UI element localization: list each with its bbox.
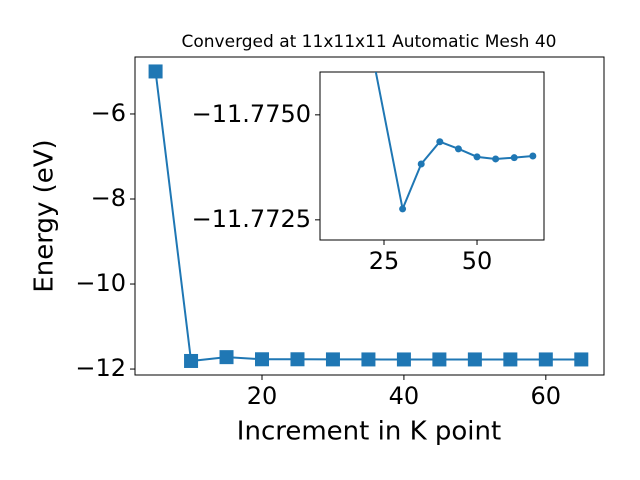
marker bbox=[538, 352, 553, 367]
y-tick-label: −6 bbox=[91, 99, 126, 127]
y-tick-label: −11.7725 bbox=[192, 205, 311, 233]
x-axis-label: Increment in K point bbox=[237, 417, 501, 447]
marker bbox=[454, 145, 462, 153]
plot-series bbox=[148, 64, 589, 368]
x-tick-label: 40 bbox=[389, 382, 420, 410]
x-tick-label: 60 bbox=[531, 382, 562, 410]
marker bbox=[432, 352, 447, 367]
marker bbox=[290, 352, 305, 367]
x-tick-label: 50 bbox=[462, 247, 493, 275]
y-tick-label: −12 bbox=[75, 354, 126, 382]
marker bbox=[467, 352, 482, 367]
marker bbox=[436, 138, 444, 146]
chart-title: Converged at 11x11x11 Automatic Mesh 40 bbox=[182, 32, 557, 52]
marker bbox=[396, 352, 411, 367]
marker bbox=[503, 352, 518, 367]
marker bbox=[184, 353, 199, 368]
marker bbox=[399, 205, 407, 213]
marker bbox=[148, 64, 163, 79]
marker bbox=[219, 350, 234, 365]
marker bbox=[492, 155, 500, 163]
axes-frame bbox=[319, 71, 545, 241]
x-tick-label: 25 bbox=[369, 247, 400, 275]
y-tick-label: −11.7750 bbox=[192, 100, 311, 128]
marker bbox=[473, 153, 481, 161]
x-tick-label: 20 bbox=[247, 382, 278, 410]
plot-series bbox=[374, 72, 537, 213]
marker bbox=[361, 352, 376, 367]
marker bbox=[325, 352, 340, 367]
marker bbox=[574, 352, 589, 367]
marker bbox=[510, 154, 518, 162]
marker bbox=[255, 352, 270, 367]
y-axis-label: Energy (eV) bbox=[30, 139, 60, 292]
marker bbox=[529, 152, 537, 160]
y-tick-label: −8 bbox=[91, 184, 126, 212]
y-tick-label: −10 bbox=[75, 269, 126, 297]
marker bbox=[417, 160, 425, 168]
